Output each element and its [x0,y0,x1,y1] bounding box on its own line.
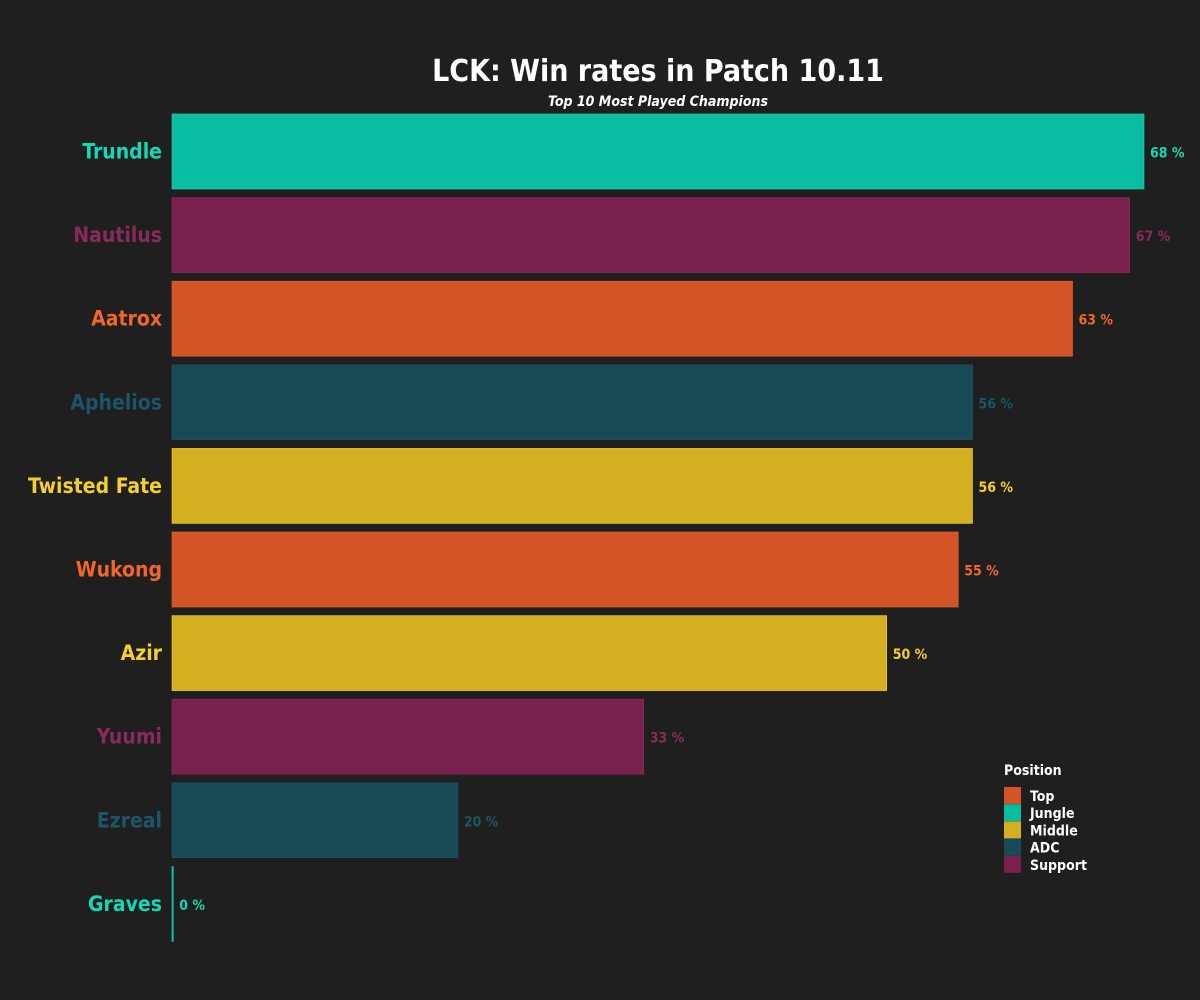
legend-swatch-middle [1004,821,1021,839]
category-label-twisted-fate: Twisted Fate [28,474,162,498]
category-label-yuumi: Yuumi [96,725,162,749]
category-label-wukong: Wukong [76,558,162,582]
value-label-yuumi: 33 % [650,731,685,747]
bar-ezreal [171,782,459,859]
category-label-ezreal: Ezreal [97,808,162,832]
legend-swatch-adc [1004,838,1021,856]
chart-subtitle: Top 10 Most Played Champions [548,94,768,110]
bar-yuumi [171,698,645,775]
value-label-azir: 50 % [893,647,928,663]
bars-group [171,113,1145,942]
legend-label-top: Top [1030,789,1054,805]
legend-title: Position [1004,763,1062,779]
category-label-trundle: Trundle [82,140,162,164]
legend-label-middle: Middle [1030,823,1078,839]
value-label-nautilus: 67 % [1136,229,1171,245]
value-label-aatrox: 63 % [1079,313,1114,329]
value-label-trundle: 68 % [1150,146,1185,162]
legend-label-jungle: Jungle [1029,806,1075,822]
legend-label-support: Support [1030,858,1087,874]
bar-wukong [171,531,959,608]
bar-azir [171,615,888,691]
bar-aphelios [171,364,973,441]
legend-label-adc: ADC [1030,841,1059,857]
bar-trundle [171,113,1145,190]
category-label-azir: Azir [121,641,163,665]
category-label-graves: Graves [88,892,162,916]
chart-title: LCK: Win rates in Patch 10.11 [432,54,884,89]
legend-swatch-jungle [1004,804,1021,822]
category-labels-group: Trundle Nautilus Aatrox Aphelios Twisted Fat… [28,140,163,916]
value-label-wukong: 55 % [964,564,999,580]
bar-aatrox [171,280,1073,357]
value-label-aphelios: 56 % [979,396,1014,412]
value-label-graves: 0 % [179,898,205,914]
category-label-aphelios: Aphelios [70,390,162,414]
category-label-aatrox: Aatrox [91,307,162,331]
bar-nautilus [171,197,1131,273]
legend-swatch-top [1004,787,1021,804]
legend-swatch-support [1004,855,1021,873]
value-label-twisted-fate: 56 % [979,480,1014,496]
bar-graves [171,866,174,942]
value-label-ezreal: 20 % [464,814,499,830]
category-label-nautilus: Nautilus [73,223,162,247]
bar-twisted-fate [171,448,973,524]
value-labels-group: 68 % 67 % 63 % 56 % 56 % 55 % 50 % 33 % 20 % 0 % [179,146,1185,914]
